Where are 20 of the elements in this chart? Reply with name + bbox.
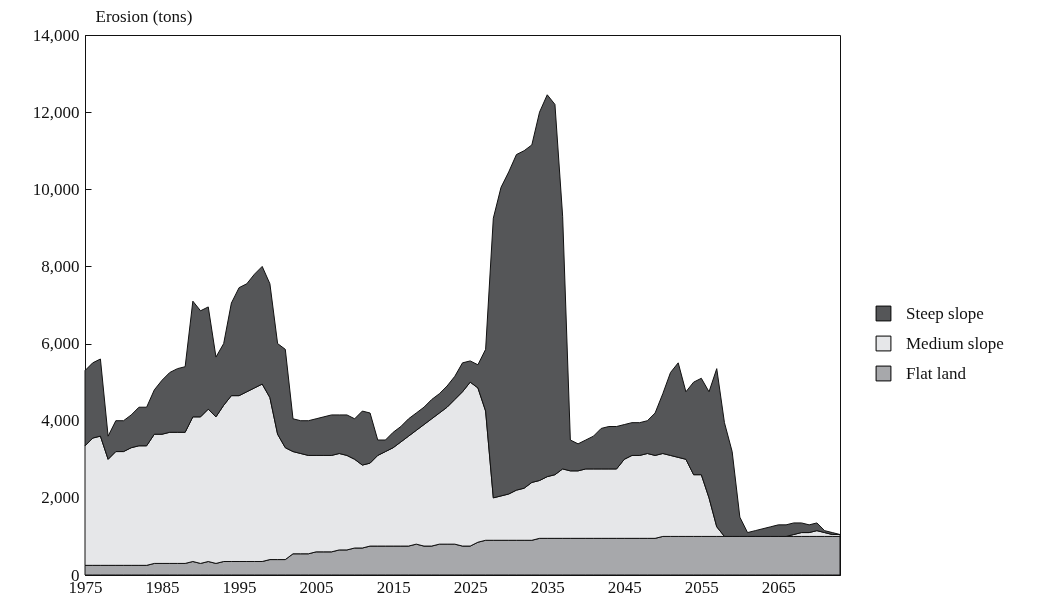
x-tick-label: 2045 bbox=[607, 577, 642, 597]
y-tick-label: 8,000 bbox=[41, 256, 80, 276]
x-tick-label: 1985 bbox=[145, 577, 180, 597]
x-tick-label: 2065 bbox=[761, 577, 796, 597]
x-tick-label: 2035 bbox=[530, 577, 565, 597]
legend-label: Medium slope bbox=[906, 333, 1004, 353]
y-tick-label: 14,000 bbox=[32, 25, 80, 45]
x-tick-label: 2055 bbox=[684, 577, 719, 597]
x-tick-label: 1995 bbox=[222, 577, 257, 597]
legend-label: Steep slope bbox=[906, 303, 984, 323]
y-tick-label: 10,000 bbox=[32, 179, 80, 199]
y-tick-label: 4,000 bbox=[41, 411, 80, 431]
x-tick-label: 2025 bbox=[453, 577, 488, 597]
x-tick-label: 2005 bbox=[299, 577, 334, 597]
y-tick-label: 6,000 bbox=[41, 334, 80, 354]
y-tick-label: 12,000 bbox=[32, 102, 80, 122]
y-axis-title: Erosion (tons) bbox=[95, 6, 193, 26]
legend-label: Flat land bbox=[906, 363, 967, 383]
y-tick-label: 2,000 bbox=[41, 488, 80, 508]
x-tick-label: 2015 bbox=[376, 577, 411, 597]
